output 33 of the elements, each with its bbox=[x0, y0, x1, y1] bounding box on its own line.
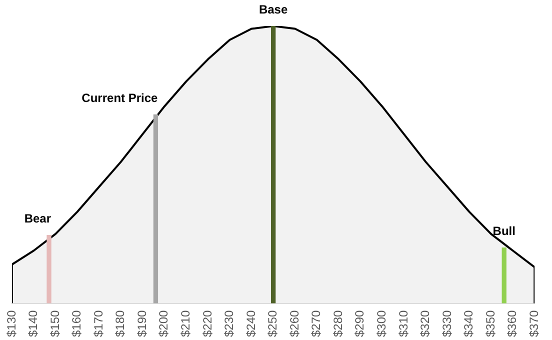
x-tick-label: $160 bbox=[70, 310, 84, 338]
x-tick-label: $200 bbox=[156, 310, 171, 338]
bar bbox=[502, 248, 506, 304]
bar bbox=[46, 235, 52, 304]
x-tick-label: $150 bbox=[48, 310, 62, 338]
x-tick-label: $310 bbox=[396, 310, 410, 338]
bar bbox=[153, 114, 158, 304]
x-tick-label: $330 bbox=[440, 310, 454, 338]
annotation: Base bbox=[258, 2, 288, 16]
x-tick-label: $280 bbox=[330, 310, 345, 338]
x-tick-label: $360 bbox=[505, 310, 520, 338]
x-tick-label: $370 bbox=[526, 310, 541, 338]
x-tick-label: $180 bbox=[113, 310, 128, 338]
x-tick-label: $130 bbox=[4, 310, 18, 338]
x-tick-label: $340 bbox=[462, 310, 476, 338]
x-tick-label: $240 bbox=[244, 310, 258, 338]
x-tick-label: $230 bbox=[222, 310, 236, 338]
annotation: Bull bbox=[492, 224, 516, 238]
annotation: Bear bbox=[24, 212, 52, 226]
x-tick-label: $320 bbox=[418, 310, 432, 338]
x-tick-label: $170 bbox=[91, 310, 106, 338]
x-tick-label: $350 bbox=[483, 310, 498, 338]
x-tick-label: $190 bbox=[134, 310, 149, 338]
x-tick-label: $220 bbox=[200, 310, 214, 338]
x-tick-label: $140 bbox=[26, 310, 40, 338]
x-tick-label: $210 bbox=[178, 310, 193, 338]
bar bbox=[270, 26, 276, 304]
x-tick-label: $290 bbox=[352, 310, 367, 338]
x-tick-label: $270 bbox=[309, 310, 324, 338]
x-tick-label: $300 bbox=[374, 310, 388, 338]
annotation: Current Price bbox=[82, 91, 158, 106]
x-tick-label: $250 bbox=[266, 310, 280, 338]
x-tick-label: $260 bbox=[287, 310, 302, 338]
